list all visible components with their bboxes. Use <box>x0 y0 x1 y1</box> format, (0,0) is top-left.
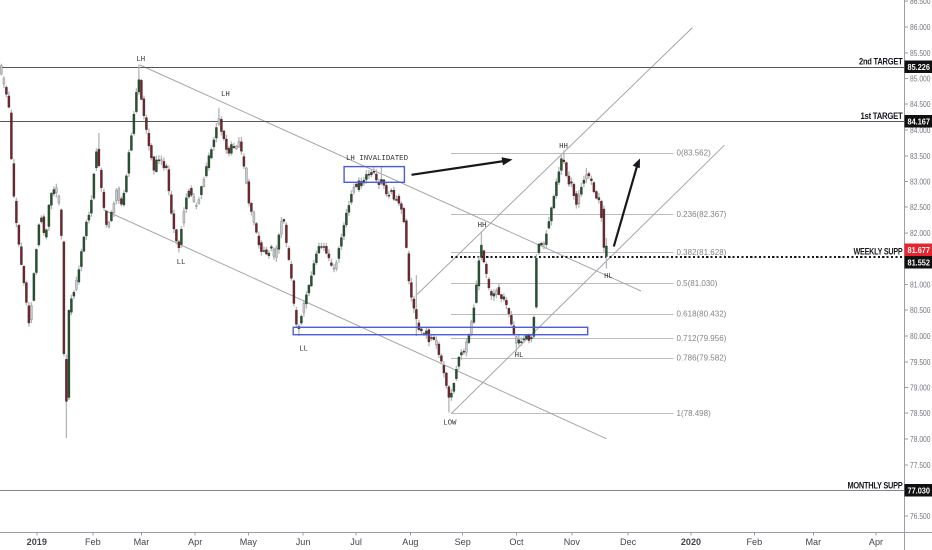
svg-text:2020: 2020 <box>681 537 701 547</box>
svg-text:0.5(81.030): 0.5(81.030) <box>677 279 718 288</box>
svg-text:84.000: 84.000 <box>910 125 931 135</box>
svg-text:2019: 2019 <box>27 537 47 547</box>
svg-text:HL: HL <box>604 273 613 281</box>
svg-text:77.030: 77.030 <box>908 486 931 496</box>
svg-text:LL: LL <box>299 346 308 354</box>
svg-text:0.382(81.628): 0.382(81.628) <box>677 248 727 257</box>
svg-text:81.552: 81.552 <box>908 257 931 267</box>
svg-text:Feb: Feb <box>746 537 762 547</box>
svg-text:MONTHLY SUPP: MONTHLY SUPP <box>848 480 903 490</box>
svg-text:0.618(80.432): 0.618(80.432) <box>677 310 727 319</box>
svg-text:77.500: 77.500 <box>910 460 931 470</box>
svg-text:Jul: Jul <box>350 537 362 547</box>
svg-text:LH INVALIDATED: LH INVALIDATED <box>346 155 409 163</box>
svg-text:0.236(82.367): 0.236(82.367) <box>677 210 727 219</box>
svg-text:85.226: 85.226 <box>908 62 931 72</box>
svg-text:1(78.498): 1(78.498) <box>677 409 712 418</box>
svg-text:85.000: 85.000 <box>910 74 931 84</box>
svg-text:80.500: 80.500 <box>910 305 931 315</box>
svg-text:2nd TARGET: 2nd TARGET <box>859 57 903 67</box>
svg-text:76.500: 76.500 <box>910 511 931 521</box>
svg-text:85.500: 85.500 <box>910 48 931 58</box>
svg-text:LOW: LOW <box>443 420 457 428</box>
svg-text:0.712(79.956): 0.712(79.956) <box>677 334 727 343</box>
svg-text:Sep: Sep <box>455 537 471 547</box>
svg-text:83.500: 83.500 <box>910 151 931 161</box>
svg-text:May: May <box>240 537 258 547</box>
svg-text:WEEKLY SUPP: WEEKLY SUPP <box>854 247 903 257</box>
svg-text:82.000: 82.000 <box>910 228 931 238</box>
svg-text:81.677: 81.677 <box>908 245 931 255</box>
svg-text:83.000: 83.000 <box>910 177 931 187</box>
svg-text:79.500: 79.500 <box>910 357 931 367</box>
svg-text:Jun: Jun <box>296 537 311 547</box>
svg-text:84.167: 84.167 <box>908 117 931 127</box>
svg-text:86.000: 86.000 <box>910 22 931 32</box>
svg-text:1st TARGET: 1st TARGET <box>861 111 904 121</box>
svg-text:Mar: Mar <box>805 537 821 547</box>
svg-text:0(83.562): 0(83.562) <box>677 148 712 157</box>
svg-text:LL: LL <box>177 259 186 267</box>
svg-text:Feb: Feb <box>85 537 101 547</box>
svg-text:0.786(79.582): 0.786(79.582) <box>677 353 727 362</box>
svg-text:78.500: 78.500 <box>910 408 931 418</box>
svg-text:Aug: Aug <box>402 537 418 547</box>
svg-text:Mar: Mar <box>134 537 150 547</box>
svg-text:78.000: 78.000 <box>910 434 931 444</box>
svg-text:LH: LH <box>221 91 230 99</box>
svg-text:HH: HH <box>478 222 487 230</box>
svg-text:81.000: 81.000 <box>910 280 931 290</box>
svg-text:Oct: Oct <box>509 537 524 547</box>
svg-text:84.500: 84.500 <box>910 99 931 109</box>
svg-text:Apr: Apr <box>869 537 883 547</box>
svg-text:LH: LH <box>136 56 145 64</box>
svg-text:Nov: Nov <box>564 537 581 547</box>
svg-text:80.000: 80.000 <box>910 331 931 341</box>
svg-text:Dec: Dec <box>620 537 637 547</box>
svg-text:HH: HH <box>559 143 568 151</box>
svg-text:86.500: 86.500 <box>910 0 931 6</box>
svg-text:Apr: Apr <box>188 537 202 547</box>
svg-text:82.500: 82.500 <box>910 202 931 212</box>
svg-text:79.000: 79.000 <box>910 383 931 393</box>
svg-text:HL: HL <box>515 352 524 360</box>
